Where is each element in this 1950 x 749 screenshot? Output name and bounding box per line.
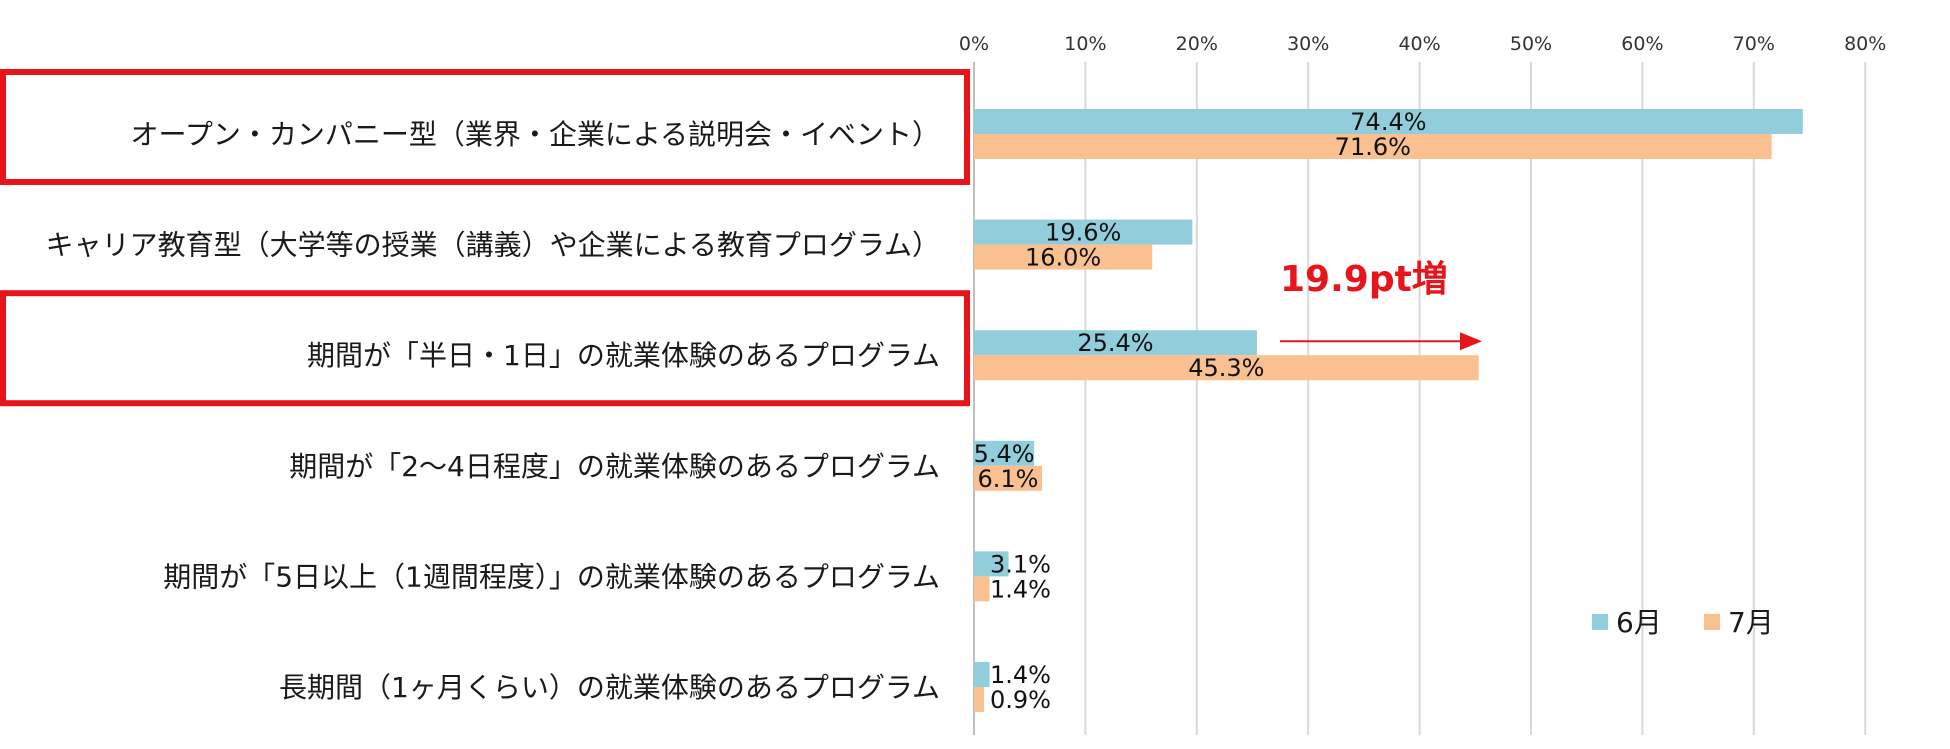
bars	[974, 109, 1803, 712]
legend: 6月 7月	[1592, 606, 1774, 639]
data-label-july: 45.3%	[1188, 354, 1264, 382]
gridlines	[973, 62, 1867, 735]
bar-june	[974, 662, 990, 687]
bar-june	[974, 330, 1257, 356]
x-tick-label: 10%	[1064, 33, 1106, 55]
data-label-july: 71.6%	[1335, 133, 1411, 161]
category-label: 期間が「2～4日程度」の就業体験のあるプログラム	[289, 450, 940, 483]
bar-june	[974, 551, 1009, 577]
legend-swatch-july	[1704, 614, 1720, 630]
x-tick-label: 70%	[1733, 33, 1775, 55]
x-tick-label: 40%	[1398, 33, 1440, 55]
highlight-box	[0, 290, 970, 407]
bar-june	[974, 219, 1193, 245]
x-axis-tick-labels: 0% 10% 20% 30% 40% 50% 60% 70% 80%	[959, 33, 1886, 55]
highlight-box	[0, 69, 970, 185]
data-label-june: 74.4%	[1350, 108, 1426, 136]
bar-july	[974, 134, 1772, 159]
x-tick-label: 0%	[959, 33, 989, 55]
category-label: 長期間（1ヶ月くらい）の就業体験のあるプログラム	[279, 671, 940, 704]
data-label-june: 1.4%	[990, 661, 1051, 689]
data-label-june: 19.6%	[1045, 219, 1121, 247]
highlight-boxes	[0, 69, 970, 407]
data-label-july: 0.9%	[990, 686, 1051, 714]
legend-swatch-june	[1592, 614, 1608, 630]
category-label: キャリア教育型（大学等の授業（講義）や企業による教育プログラム）	[46, 229, 940, 262]
data-label-june: 25.4%	[1077, 329, 1153, 357]
data-label-june: 5.4%	[974, 440, 1035, 468]
x-tick-label: 20%	[1176, 33, 1218, 55]
data-label-july: 6.1%	[977, 465, 1038, 493]
data-labels: 74.4%71.6% 19.6%16.0% 25.4% 45.3% 5.4%6.1% 3.…	[974, 108, 1427, 714]
bar-june	[974, 440, 1035, 466]
bar-june	[974, 109, 1803, 134]
legend-label-june: 6月	[1616, 606, 1662, 639]
x-tick-label: 50%	[1510, 33, 1552, 55]
data-label-july: 1.4%	[990, 575, 1051, 603]
bar-july	[974, 355, 1479, 381]
increase-annotation: 19.9pt増	[1280, 259, 1482, 351]
data-label-june: 3.1%	[990, 550, 1051, 578]
bar-july	[974, 576, 990, 602]
category-label: 期間が「半日・1日」の就業体験のあるプログラム	[307, 339, 940, 372]
x-tick-label: 60%	[1621, 33, 1663, 55]
increase-arrow-head	[1460, 332, 1482, 351]
bar-july	[974, 244, 1153, 270]
bar-july	[974, 687, 985, 712]
x-tick-label: 80%	[1844, 33, 1886, 55]
legend-label-july: 7月	[1728, 606, 1774, 639]
data-label-july: 16.0%	[1025, 244, 1101, 272]
category-label: 期間が「5日以上（1週間程度）」の就業体験のあるプログラム	[163, 560, 940, 593]
x-tick-label: 30%	[1287, 33, 1329, 55]
category-labels: オープン・カンパニー型（業界・企業による説明会・イベント） キャリア教育型（大学等…	[46, 118, 940, 704]
category-label: オープン・カンパニー型（業界・企業による説明会・イベント）	[131, 118, 940, 151]
increase-annotation-text: 19.9pt増	[1280, 259, 1448, 300]
bar-july	[974, 465, 1042, 491]
